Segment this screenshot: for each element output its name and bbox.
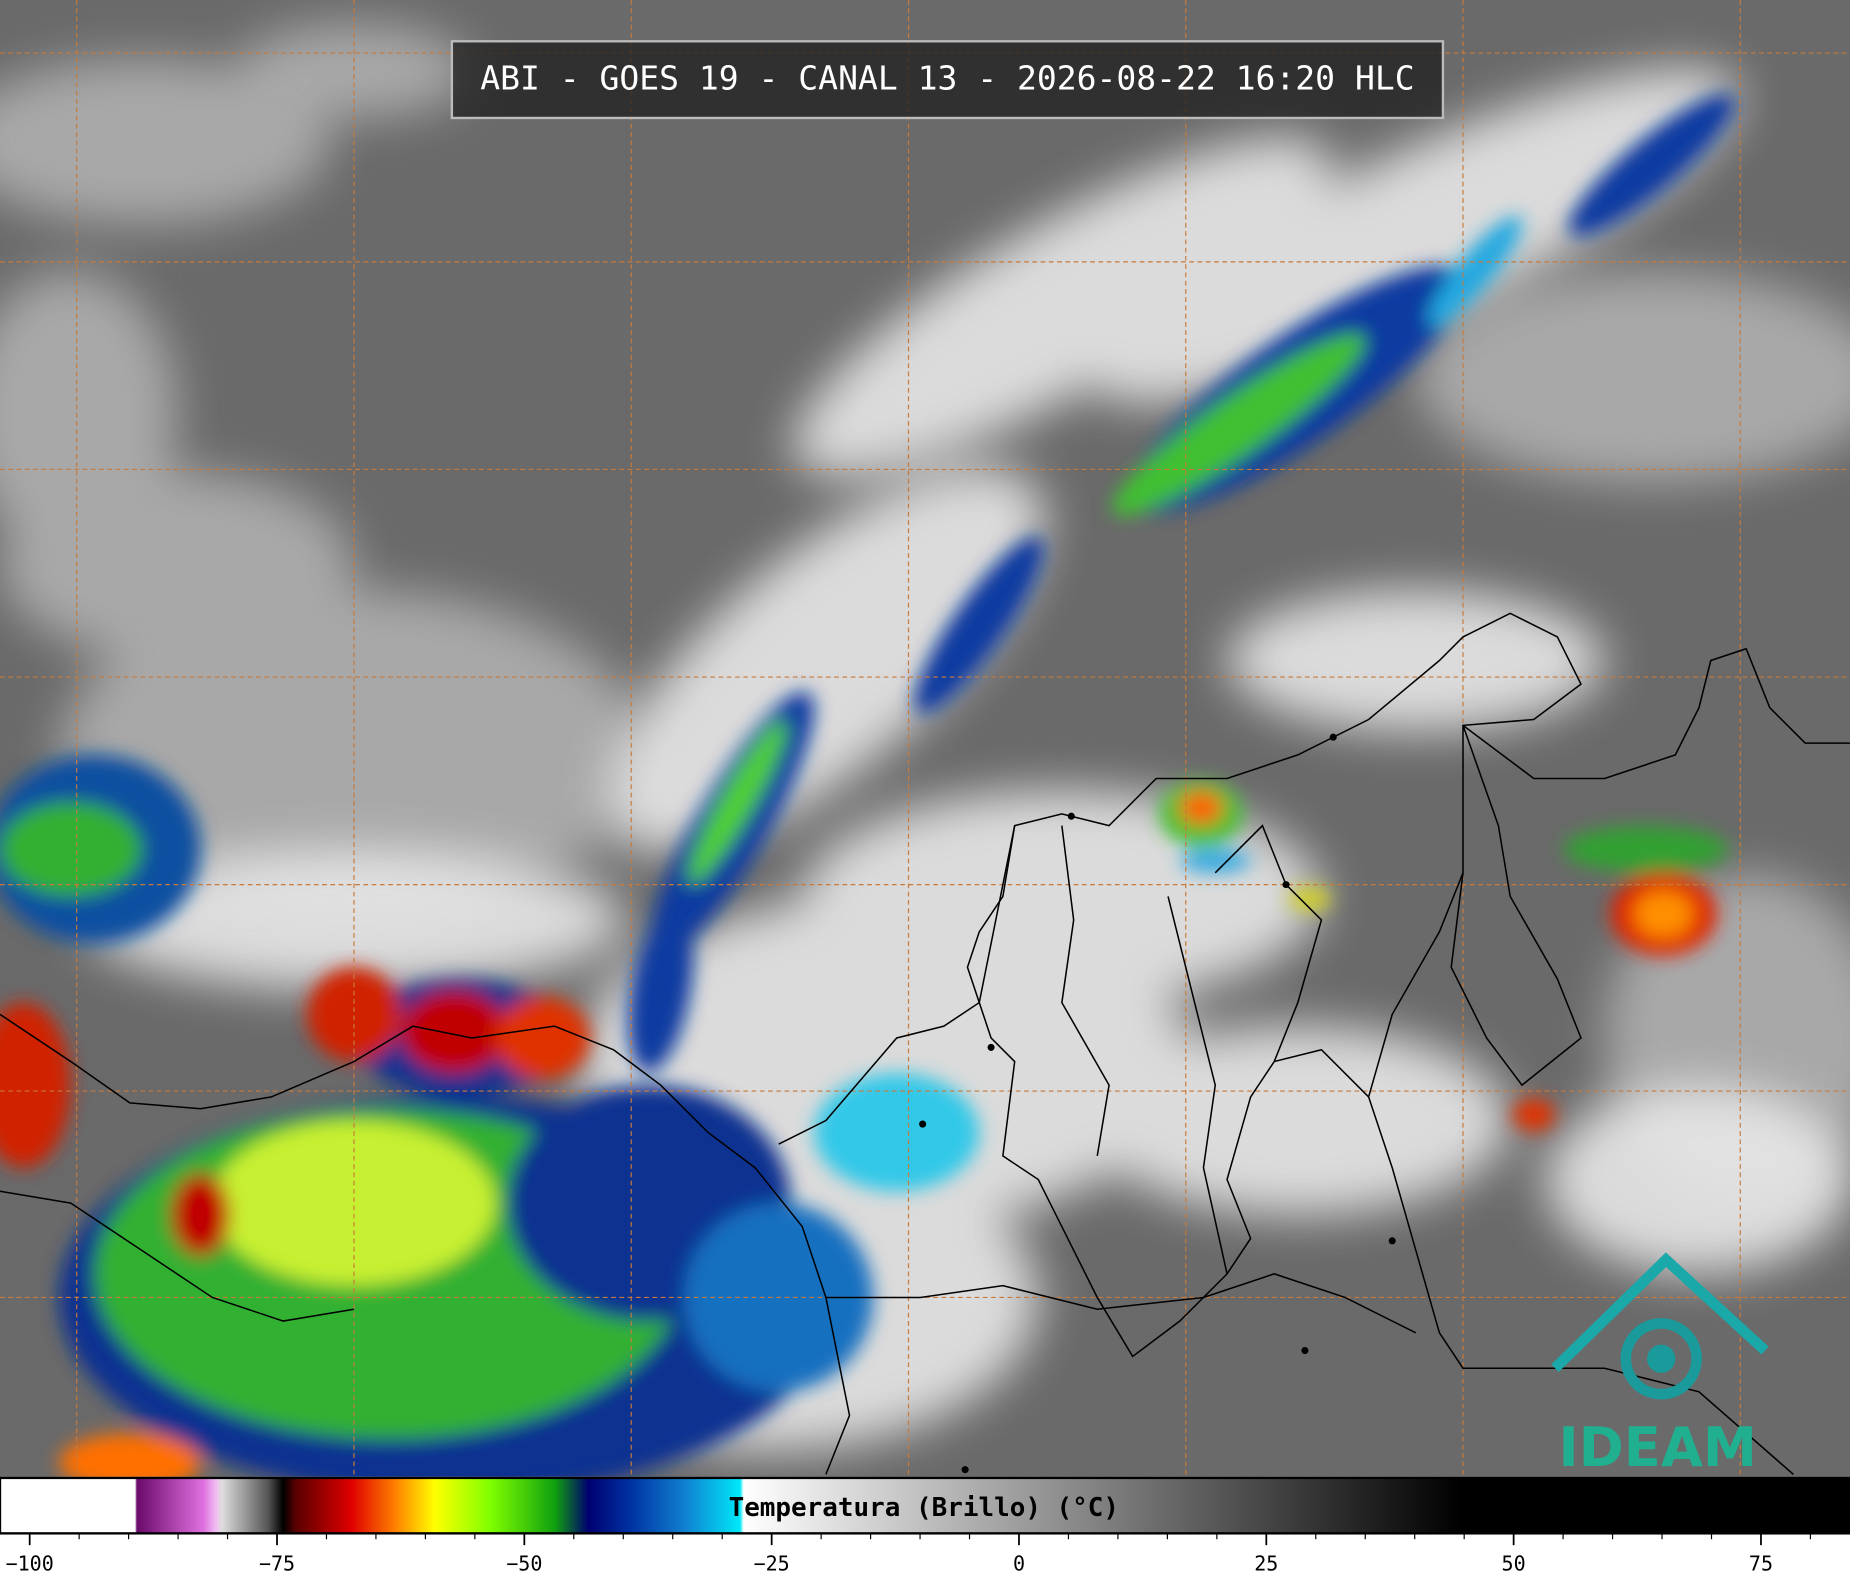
colorbar: Temperatura (Brillo) (°C) −100 −75 −50 −25 0… [0, 1476, 1850, 1577]
borders [0, 612, 1850, 1475]
x-tick-label: 0 [1013, 1552, 1025, 1576]
logo: IDEAM [1551, 1252, 1769, 1479]
x-tick-label: −75 [259, 1552, 295, 1576]
x-tick-label: 25 [1254, 1552, 1278, 1576]
title-box: ABI - GOES 19 - CANAL 13 - 2026-08-22 16… [450, 40, 1445, 120]
satellite-image [0, 0, 1850, 1498]
city-markers [919, 733, 1396, 1474]
x-tick-label: 50 [1502, 1552, 1526, 1576]
x-tick-label: −100 [6, 1552, 54, 1576]
x-tick-label: 75 [1749, 1552, 1773, 1576]
colorbar-label: Temperatura (Brillo) (°C) [729, 1493, 1119, 1523]
title: ABI - GOES 19 - CANAL 13 - 2026-08-22 16… [480, 59, 1414, 98]
logo-text: IDEAM [1559, 1416, 1757, 1479]
x-tick-label: −50 [506, 1552, 542, 1576]
x-tick-label: −25 [754, 1552, 790, 1576]
